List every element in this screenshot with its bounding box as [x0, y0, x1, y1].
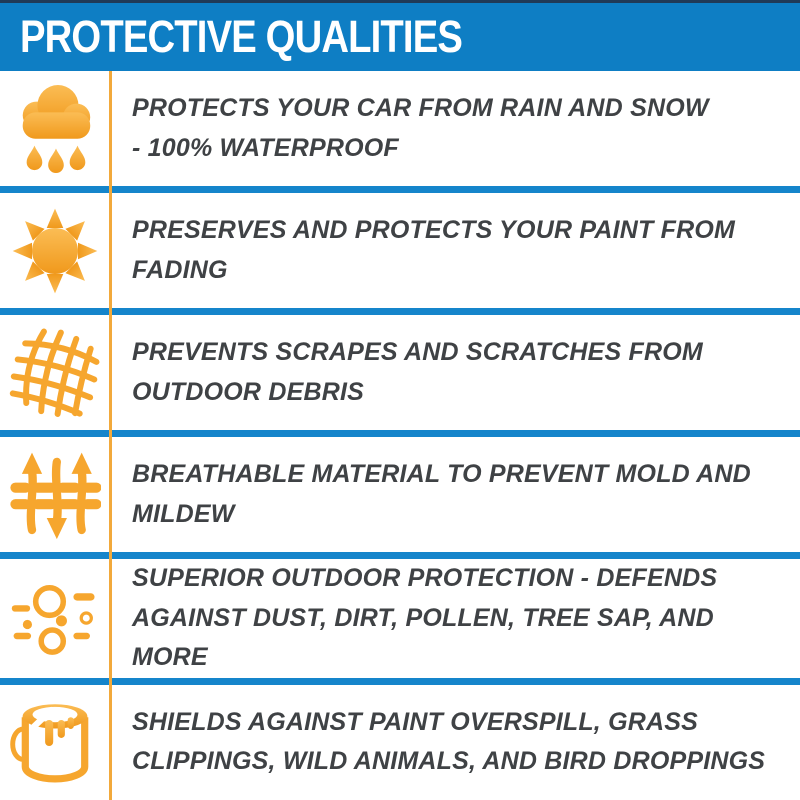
dust-particles-icon [0, 559, 110, 678]
feature-text-cell: PRESERVES AND PROTECTS YOUR PAINT FROM F… [110, 211, 800, 290]
feature-row-breathable: BREATHABLE MATERIAL TO PREVENT MOLD AND … [0, 437, 800, 553]
row-separator [0, 186, 800, 194]
feature-list: PROTECTS YOUR CAR FROM RAIN AND SNOW - 1… [0, 71, 800, 800]
feature-text: SHIELDS AGAINST PAINT OVERSPILL, GRASS C… [132, 707, 766, 776]
feature-text-cell: PREVENTS SCRAPES AND SCRATCHES FROM OUTD… [110, 333, 800, 412]
rain-cloud-icon [0, 71, 110, 186]
feature-text-cell: SUPERIOR OUTDOOR PROTECTION - DEFENDS AG… [110, 559, 800, 678]
sun-icon [0, 193, 110, 308]
row-separator [0, 308, 800, 316]
breathable-arrows-icon [0, 437, 110, 552]
feature-text: SUPERIOR OUTDOOR PROTECTION - DEFENDS AG… [132, 564, 718, 672]
feature-text: PROTECTS YOUR CAR FROM RAIN AND SNOW - 1… [132, 94, 709, 162]
feature-row-shields: SHIELDS AGAINST PAINT OVERSPILL, GRASS C… [0, 684, 800, 800]
top-navy-strip [0, 0, 800, 3]
row-separator [0, 430, 800, 438]
net-icon [0, 315, 110, 430]
row-separator [0, 552, 800, 560]
feature-text-cell: BREATHABLE MATERIAL TO PREVENT MOLD AND … [110, 455, 800, 534]
feature-text: BREATHABLE MATERIAL TO PREVENT MOLD AND … [132, 460, 751, 528]
feature-row-scratches: PREVENTS SCRAPES AND SCRATCHES FROM OUTD… [0, 315, 800, 431]
feature-row-superior: SUPERIOR OUTDOOR PROTECTION - DEFENDS AG… [0, 559, 800, 678]
feature-row-fading: PRESERVES AND PROTECTS YOUR PAINT FROM F… [0, 193, 800, 309]
orange-divider-line [109, 71, 112, 800]
feature-text: PRESERVES AND PROTECTS YOUR PAINT FROM F… [132, 216, 736, 284]
feature-text: PREVENTS SCRAPES AND SCRATCHES FROM OUTD… [132, 338, 703, 406]
feature-row-waterproof: PROTECTS YOUR CAR FROM RAIN AND SNOW - 1… [0, 71, 800, 187]
feature-text-cell: PROTECTS YOUR CAR FROM RAIN AND SNOW - 1… [110, 89, 800, 168]
page-title: PROTECTIVE QUALITIES [20, 11, 463, 62]
row-separator [0, 677, 800, 685]
feature-text-cell: SHIELDS AGAINST PAINT OVERSPILL, GRASS C… [110, 703, 800, 782]
header-bar: PROTECTIVE QUALITIES [0, 3, 800, 71]
paint-bucket-icon [0, 685, 110, 800]
